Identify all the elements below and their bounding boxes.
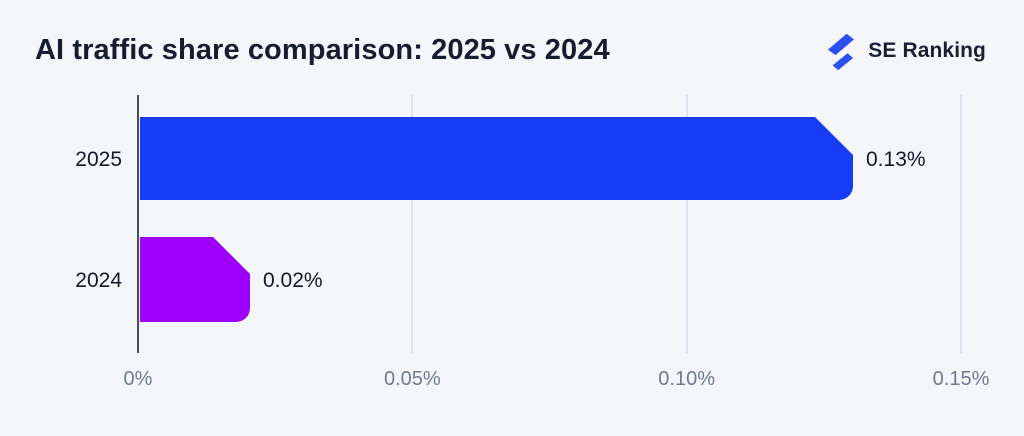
brand-name: SE Ranking bbox=[868, 38, 986, 62]
value-label: 0.02% bbox=[263, 268, 323, 292]
gridline bbox=[685, 95, 688, 353]
x-tick-label: 0.10% bbox=[658, 368, 716, 390]
x-tick-label: 0% bbox=[123, 368, 153, 390]
bar-2024 bbox=[140, 237, 250, 322]
gridline bbox=[411, 95, 414, 353]
gridline bbox=[960, 95, 962, 353]
category-label: 2024 bbox=[75, 268, 122, 292]
x-tick-label: 0.05% bbox=[383, 368, 441, 390]
value-label: 0.13% bbox=[866, 147, 926, 171]
brand-logo: SE Ranking bbox=[825, 30, 986, 71]
x-tick-label: 0.15% bbox=[932, 368, 990, 390]
category-label: 2025 bbox=[75, 147, 122, 171]
bar-2025 bbox=[140, 117, 853, 200]
y-axis-line bbox=[137, 95, 139, 353]
flash-icon bbox=[828, 33, 855, 71]
chart-title: AI traffic share comparison: 2025 vs 202… bbox=[35, 34, 610, 66]
